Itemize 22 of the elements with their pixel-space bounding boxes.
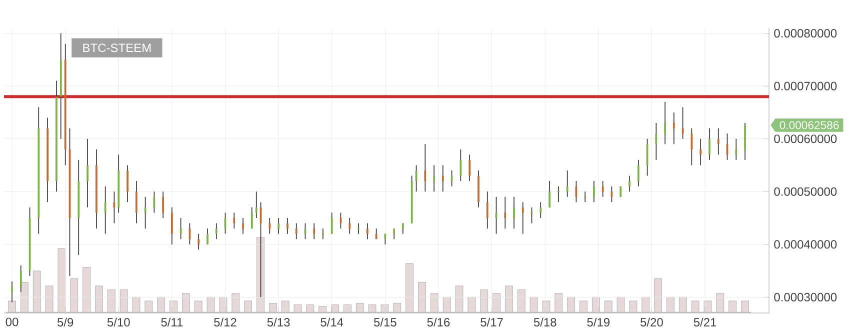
y-tick-label: 0.00050000 bbox=[774, 187, 837, 196]
x-tick-label: 00 bbox=[6, 318, 18, 326]
y-tick-label: 0.00070000 bbox=[774, 82, 837, 90]
x-tick-label: 5/14 bbox=[320, 318, 344, 327]
x-tick-label: 5/16 bbox=[427, 318, 450, 327]
x-tick-label: 5/17 bbox=[480, 318, 503, 327]
y-tick-label: 0.00040000 bbox=[774, 240, 837, 249]
x-tick-label: 5/9 bbox=[57, 318, 74, 327]
x-tick-label: 5/10 bbox=[107, 318, 130, 327]
x-tick-label: 5/21 bbox=[694, 318, 716, 327]
y-tick-label: 0.00060000 bbox=[774, 134, 837, 144]
y-tick-label: 0.00030000 bbox=[774, 292, 837, 302]
text: BTC-STEEM bbox=[83, 44, 151, 52]
x-tick-label: 5/19 bbox=[587, 318, 610, 327]
x-tick-label: 5/13 bbox=[267, 318, 290, 327]
x-tick-label: 5/11 bbox=[161, 318, 183, 327]
x-tick-label: 5/12 bbox=[214, 318, 236, 327]
x-tick-label: 5/18 bbox=[534, 318, 556, 327]
y-tick-label: 0.00080000 bbox=[774, 29, 837, 38]
x-tick-label: 5/20 bbox=[640, 318, 663, 327]
text: 0.00062586 bbox=[780, 121, 839, 130]
x-tick-label: 5/15 bbox=[374, 318, 396, 327]
